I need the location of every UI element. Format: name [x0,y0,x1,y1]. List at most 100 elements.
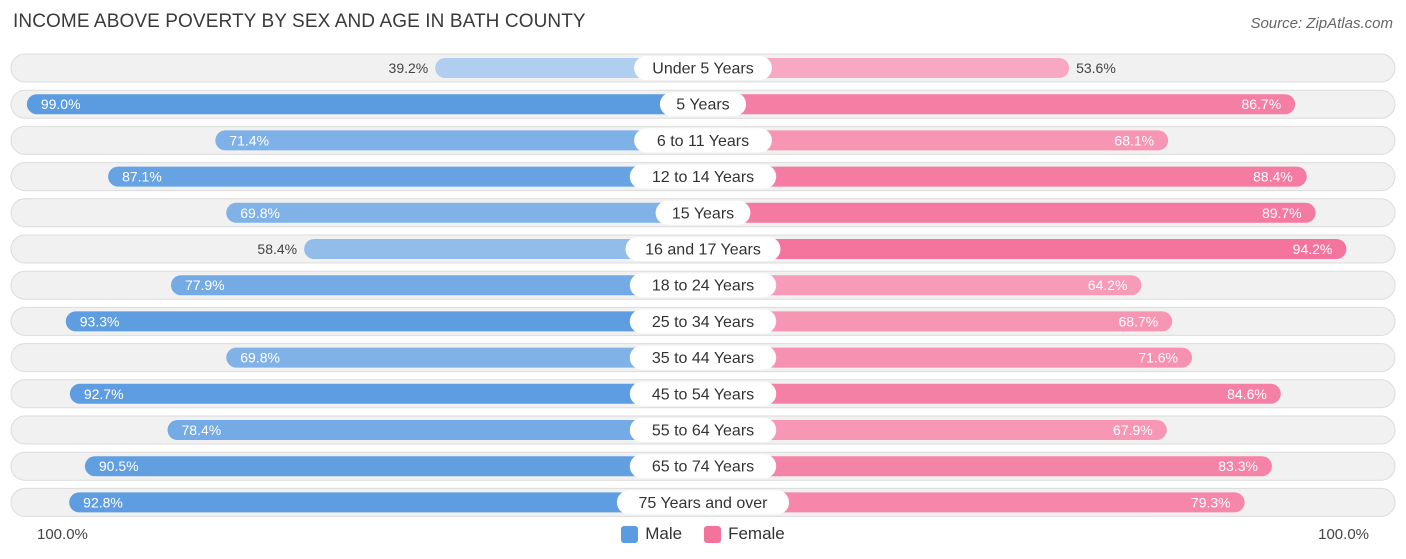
bar-row: 65 to 74 Years 90.5% 83.3% [10,451,1396,481]
axis-left-label: 100.0% [37,526,88,543]
category-pill [629,164,777,189]
male-bar [226,347,704,368]
female-bar [703,383,1281,404]
bar-row: 16 and 17 Years 58.4% 94.2% [10,234,1396,264]
female-value-label: 89.7% [1262,205,1302,221]
male-bar [69,492,703,513]
female-bar [703,275,1142,296]
female-value-label: 88.4% [1253,169,1293,185]
male-bar [26,94,703,115]
male-value-label: 90.5% [99,458,139,474]
category-pill [629,345,777,370]
female-bar [703,492,1245,513]
female-value-label: 79.3% [1191,494,1231,510]
bar-row: Under 5 Years 39.2% 53.6% [10,53,1396,83]
female-value-label: 83.3% [1218,458,1258,474]
legend-swatch-female [704,525,722,543]
category-label: 65 to 74 Years [652,459,754,476]
category-pill [659,92,747,117]
female-bar [703,130,1169,151]
legend-label-female: Female [728,524,785,543]
bar-row: 6 to 11 Years 71.4% 68.1% [10,125,1396,155]
category-pill [629,454,777,479]
female-bar [703,94,1296,115]
female-bar [703,311,1173,332]
bar-row: 35 to 44 Years 69.8% 71.6% [10,343,1396,373]
category-pill [634,56,772,80]
male-bar [84,456,703,477]
category-label: 25 to 34 Years [652,314,754,331]
male-value-label: 92.8% [83,494,123,510]
category-pill [634,128,772,153]
female-bar [703,456,1272,477]
male-value-label: 93.3% [80,313,120,329]
male-value-label: 78.4% [182,422,222,438]
bar-row: 5 Years 99.0% 86.7% [10,89,1396,119]
source-note: Source: ZipAtlas.com [1250,15,1393,32]
category-label: 75 Years and over [639,495,769,512]
female-value-label: 68.1% [1114,132,1154,148]
female-value-label: 86.7% [1241,96,1281,112]
male-bar [167,420,703,440]
category-label: 16 and 17 Years [645,242,761,259]
legend-swatch-male [621,525,639,543]
male-bar [226,202,704,223]
female-value-label: 71.6% [1138,350,1178,366]
category-label: Under 5 Years [652,61,753,78]
chart-title: INCOME ABOVE POVERTY BY SEX AND AGE IN B… [13,11,586,32]
male-value-label: 92.7% [84,386,124,402]
female-bar [703,420,1167,440]
bar-row: 55 to 64 Years 78.4% 67.9% [10,415,1396,445]
category-label: 15 Years [672,205,734,222]
male-value-label: 69.8% [240,205,280,221]
bar-row: 45 to 54 Years 92.7% 84.6% [10,379,1396,409]
legend-item-male: Male [621,524,682,544]
bar-row: 18 to 24 Years 77.9% 64.2% [10,270,1396,300]
category-label: 18 to 24 Years [652,278,754,295]
male-value-label: 77.9% [185,277,225,293]
male-bar [69,383,703,404]
bar-row: 75 Years and over 92.8% 79.3% [10,487,1396,517]
male-value-label: 69.8% [240,350,280,366]
male-bar [170,275,703,296]
female-bar [703,347,1193,368]
male-bar [304,239,703,259]
female-value-label: 53.6% [1076,60,1116,76]
bar-row: 15 Years 69.8% 89.7% [10,198,1396,228]
category-pill [629,381,777,406]
male-value-label: 71.4% [229,132,269,148]
male-bar [215,130,703,151]
male-value-label: 87.1% [122,169,162,185]
category-label: 6 to 11 Years [657,133,749,150]
category-label: 45 to 54 Years [652,386,754,403]
male-value-label: 39.2% [389,60,429,76]
category-pill [625,237,781,261]
category-pill [616,490,790,515]
female-value-label: 64.2% [1088,277,1128,293]
male-value-label: 99.0% [41,96,81,112]
bar-row: 25 to 34 Years 93.3% 68.7% [10,306,1396,336]
female-value-label: 84.6% [1227,386,1267,402]
female-bar [703,202,1316,223]
category-pill [629,309,777,334]
female-value-label: 68.7% [1119,313,1159,329]
legend-label-male: Male [645,524,683,543]
category-pill [629,273,777,298]
category-pill [655,200,751,225]
category-label: 12 to 14 Years [652,169,754,186]
legend: Male Female [0,524,1406,544]
female-value-label: 94.2% [1293,241,1333,257]
legend-item-female: Female [704,524,785,544]
male-bar [65,311,704,332]
male-bar [108,166,704,187]
category-label: 35 to 44 Years [652,350,754,367]
category-pill [629,418,777,442]
male-value-label: 58.4% [257,241,297,257]
female-bar [703,239,1347,259]
female-value-label: 67.9% [1113,422,1153,438]
category-label: 5 Years [676,97,729,114]
female-bar [703,166,1307,187]
category-label: 55 to 64 Years [652,423,754,440]
bar-row: 12 to 14 Years 87.1% 88.4% [10,162,1396,192]
